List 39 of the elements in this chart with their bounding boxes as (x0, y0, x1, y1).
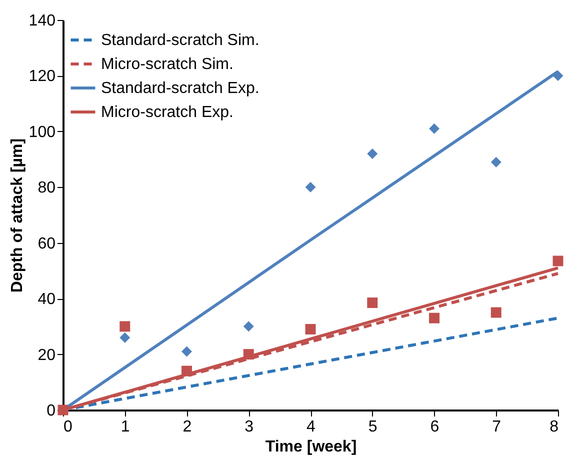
x-tick-label: 8 (550, 418, 559, 436)
point (120, 321, 130, 332)
x-tick-label: 5 (368, 418, 378, 436)
point (182, 366, 192, 376)
y-axis-title: Depth of attack [µm] (8, 138, 26, 293)
x-tick-label: 2 (182, 418, 192, 436)
legend-label: Micro-scratch Sim. (101, 56, 234, 73)
x-tick-label: 6 (430, 418, 440, 436)
legend-label: Micro-scratch Exp. (101, 104, 234, 121)
point (490, 156, 502, 168)
point (120, 332, 130, 343)
legend-label: Standard-scratch Exp. (101, 80, 260, 97)
point (243, 349, 254, 360)
point (552, 70, 564, 81)
y-tick-label: 80 (38, 180, 56, 197)
point (429, 123, 440, 134)
y-tick-label: 100 (28, 124, 56, 141)
legend-label: Standard-scratch Sim. (101, 32, 260, 49)
point (490, 307, 502, 318)
point (429, 312, 440, 324)
y-tick-label: 0 (46, 402, 56, 420)
point (305, 182, 316, 192)
y-tick-label: 60 (38, 235, 56, 252)
y-tick-label: 20 (38, 346, 56, 364)
y-tick-label: 140 (28, 12, 56, 30)
x-tick-label: 1 (120, 418, 130, 436)
x-axis-title: Time [week] (265, 438, 357, 456)
x-tick-label: 3 (244, 418, 254, 436)
point (552, 256, 564, 266)
y-tick-label: 40 (38, 291, 56, 308)
x-tick-label: 4 (306, 418, 316, 436)
point (305, 324, 316, 334)
y-tick-label: 120 (28, 68, 56, 86)
point (182, 346, 192, 357)
point (367, 298, 378, 308)
point (243, 321, 254, 332)
x-tick-label: 7 (492, 418, 502, 436)
x-tick-label: 0 (64, 418, 72, 436)
point (367, 148, 378, 159)
